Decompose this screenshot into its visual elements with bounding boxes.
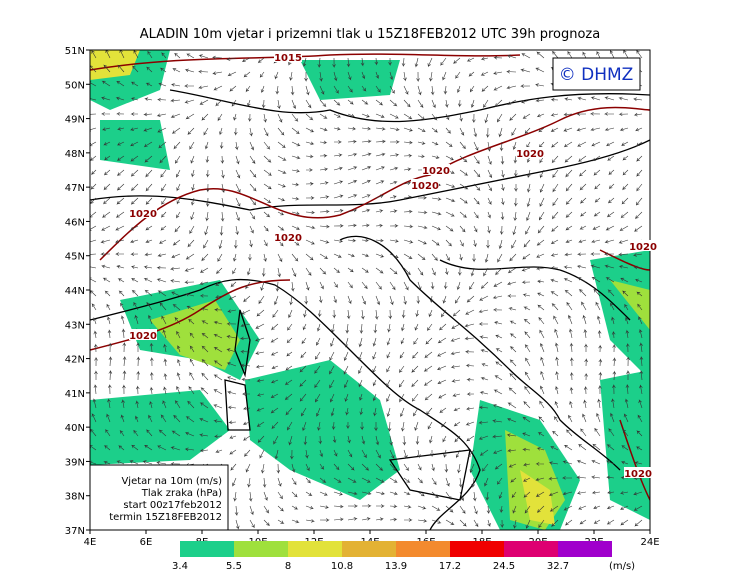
map-title: ALADIN 10m vjetar i prizemni tlak u 15Z1… [140,27,600,42]
isobar-label-bg [411,179,439,190]
info-line: Vjetar na 10m (m/s) [121,476,222,487]
lat-label: 42N [65,355,85,366]
isobar-label-bg [516,147,544,158]
lat-label: 39N [65,457,85,468]
lat-label: 38N [65,492,85,503]
colorbar-swatch [450,541,504,557]
isobar-label-bg [274,231,302,242]
info-line: termin 15Z18FEB2012 [109,512,222,523]
info-line: start 00z17feb2012 [123,500,222,511]
isobar-label: 1020 [274,233,302,244]
isobar-label-bg [624,467,652,478]
info-line: Tlak zraka (hPa) [141,488,222,499]
colorbar-swatch [342,541,396,557]
colorbar-swatch [558,541,612,557]
isobar-label: 1020 [629,242,657,253]
colorbar-label: 24.5 [493,561,515,572]
colorbar-label: 13.9 [385,561,407,572]
lat-label: 45N [65,252,85,263]
lon-label: 6E [140,537,153,548]
isobar-label-bg [422,164,450,175]
colorbar-swatch [504,541,558,557]
lat-label: 49N [65,115,85,126]
lat-label: 41N [65,389,85,400]
isobar-label-bg [129,329,157,340]
colorbar-label: 10.8 [331,561,353,572]
isobar-label: 1020 [129,331,157,342]
isobar-label: 1020 [422,166,450,177]
colorbar-label: 32.7 [547,561,569,572]
colorbar-label: 3.4 [172,561,188,572]
lat-label: 51N [65,46,85,57]
lat-label: 37N [65,526,85,537]
info-box [89,464,229,531]
isobar-label: 1020 [129,209,157,220]
lat-label: 43N [65,320,85,331]
colorbar-label: 5.5 [226,561,242,572]
map-area [90,50,650,530]
isobar-label-bg [274,51,302,62]
colorbar-swatch [180,541,234,557]
lat-label: 50N [65,80,85,91]
colorbar-swatch [234,541,288,557]
isobar-label: 1020 [411,181,439,192]
isobar-label: 1020 [516,149,544,160]
isobar-label-bg [129,207,157,218]
lat-label: 48N [65,149,85,160]
lon-label: 4E [84,537,97,548]
colorbar-label: 8 [285,561,291,572]
colorbar-swatch [288,541,342,557]
lat-label: 40N [65,423,85,434]
lat-label: 46N [65,217,85,228]
colorbar-unit: (m/s) [609,561,635,572]
isobar-label: 1020 [624,469,652,480]
lon-label: 24E [640,537,659,548]
isobar-label: 1015 [274,53,302,64]
colorbar-swatch [396,541,450,557]
colorbar-label: 17.2 [439,561,461,572]
lat-label: 44N [65,286,85,297]
logo: © DHMZ [559,65,634,85]
lat-label: 47N [65,183,85,194]
isobar-label-bg [629,240,657,251]
logo-box [552,57,641,91]
